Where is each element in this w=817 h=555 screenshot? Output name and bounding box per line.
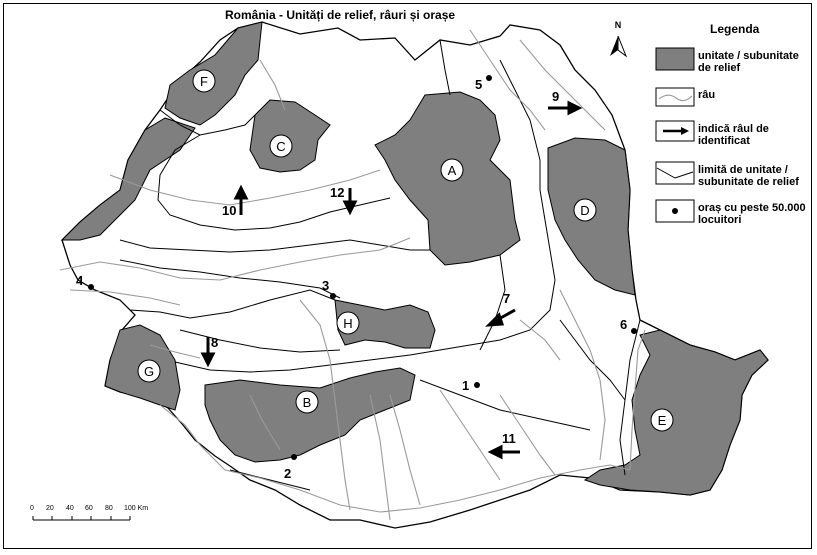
arrow-8 [200,337,216,368]
legend-relief-symbol [655,47,695,71]
scale-tick-0: 0 [30,505,34,512]
city-5 [486,75,492,81]
river-arrows [200,100,583,460]
relief-unit-e [583,329,769,496]
river-danube [159,404,631,513]
scale-tick-80: 80 [105,505,113,512]
unit-label-c: C [276,139,285,154]
scale-tick-20: 20 [46,505,54,512]
city-2 [291,454,297,460]
unit-label-f: F [200,74,208,89]
city-label-1: 1 [462,378,469,393]
city-3 [330,293,336,299]
north-label: N [614,20,622,30]
city-label-2: 2 [284,466,291,481]
arrow-11 [487,444,520,460]
legend-relief-label: unitate / subunitate de relief [698,50,799,74]
arrow-10 [233,184,249,215]
relief-unit-west [60,117,196,241]
unit-boundaries [119,39,641,491]
city-6 [631,328,637,334]
unit-label-a: A [448,163,457,178]
arrow-label-9: 9 [552,89,559,104]
relief-unit-c [249,99,331,173]
relief-unit-f [164,21,263,126]
scale-tick-60: 60 [85,505,93,512]
legend-symbols [655,47,695,223]
legend-boundary-symbol [655,161,695,185]
arrow-label-12: 12 [330,185,344,200]
unit-labels: F C A D H G B E [137,69,674,432]
map-frame [3,3,812,549]
city-label-3: 3 [322,278,329,293]
arrow-label-11: 11 [502,431,516,446]
unit-label-b: B [303,395,312,410]
city-4 [88,284,94,290]
unit-label-d: D [580,203,589,218]
arrow-7 [485,308,516,327]
city-label-5: 5 [475,77,482,92]
legend-boundary-label: limită de unitate / subunitate de relief [698,164,799,188]
number-labels: 1 2 3 4 5 6 7 8 9 10 11 12 [76,77,627,481]
city-label-6: 6 [620,317,627,332]
scale-tick-40: 40 [66,505,74,512]
legend-title: Legenda [710,22,760,36]
city-label-4: 4 [76,273,84,288]
unit-label-e: E [658,413,667,428]
cities [88,75,637,460]
relief-unit-h [334,299,436,349]
unit-label-h: H [343,316,352,331]
scale-tick-100: 100 Km [124,505,149,512]
legend-arrow-label: indică râul de identificat [698,123,769,147]
legend-river-label: râu [698,89,716,101]
arrow-9 [548,100,583,116]
unit-label-g: G [144,364,154,379]
arrow-12 [342,188,358,216]
legend-city-label: oraș cu peste 50.000 locuitori [698,202,806,226]
north-arrow-icon [610,35,628,58]
map-title: România - Unități de relief, râuri și or… [225,8,456,22]
arrow-label-8: 8 [211,335,218,350]
arrow-label-10: 10 [222,203,236,218]
rivers [59,29,646,521]
relief-unit-b [204,367,416,463]
arrow-label-7: 7 [503,291,510,306]
city-1 [474,382,480,388]
scale-bar [32,516,131,521]
